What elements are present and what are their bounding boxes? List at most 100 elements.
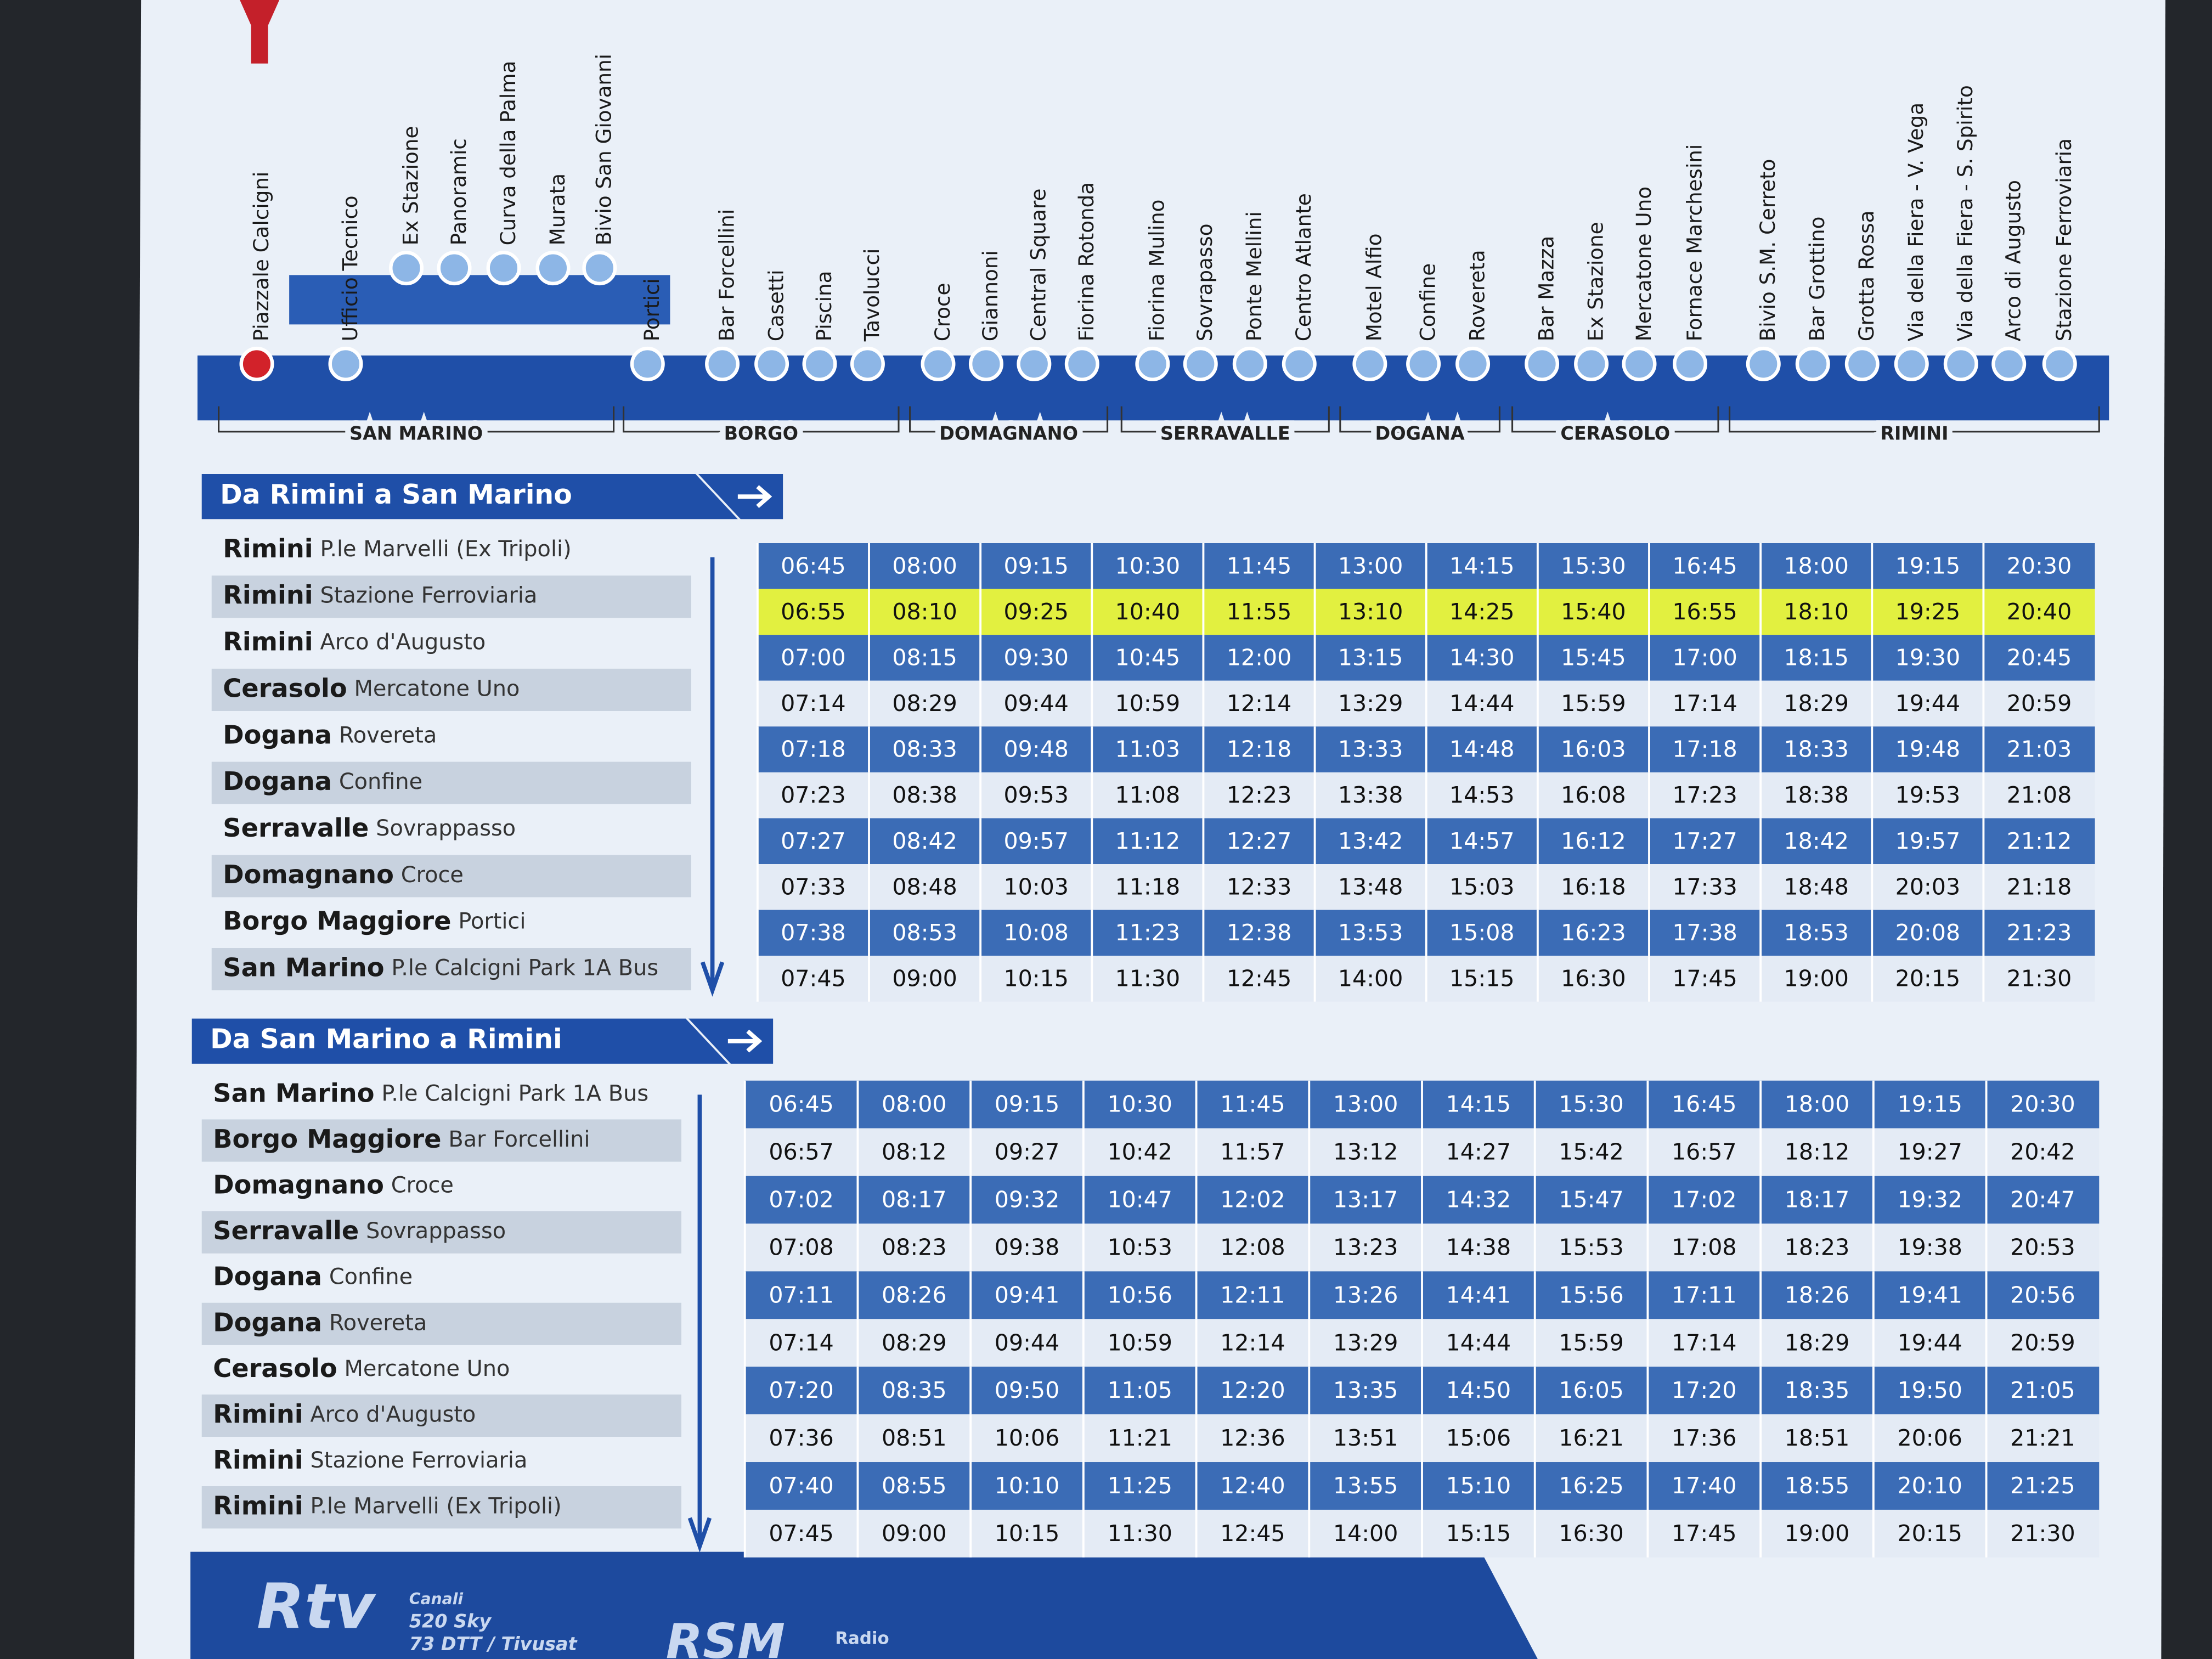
town: Dogana <box>213 1261 322 1291</box>
time: 08:48 <box>892 873 957 900</box>
time: 15:15 <box>1446 1520 1511 1547</box>
footer-radio: Radio <box>835 1629 889 1649</box>
time: 07:14 <box>781 690 846 716</box>
time: 18:33 <box>1784 736 1849 763</box>
time: 17:27 <box>1672 828 1737 854</box>
footer-channel: Canali <box>409 1590 464 1608</box>
time: 10:15 <box>1003 966 1069 992</box>
time: 15:06 <box>1446 1425 1511 1451</box>
stop-label: Bivio San Giovanni <box>592 54 616 245</box>
time: 13:29 <box>1333 1329 1398 1356</box>
stop-row-label: Rimini P.le Marvelli (Ex Tripoli) <box>213 1491 561 1520</box>
time: 20:53 <box>2010 1234 2075 1260</box>
time: 09:53 <box>1003 782 1069 808</box>
time: 06:55 <box>781 599 846 625</box>
time: 18:55 <box>1785 1472 1850 1499</box>
time: 16:23 <box>1561 919 1626 946</box>
time: 07:33 <box>781 873 846 900</box>
time: 20:30 <box>2007 552 2072 579</box>
stop-label: Ufficio Tecnico <box>338 195 362 341</box>
time: 19:00 <box>1785 1520 1850 1547</box>
stop-row-label: Rimini Arco d'Augusto <box>223 627 486 656</box>
time: 15:47 <box>1559 1187 1624 1213</box>
time: 08:00 <box>892 552 957 579</box>
time: 14:44 <box>1446 1329 1511 1356</box>
label-band <box>201 1302 681 1345</box>
time: 08:10 <box>892 599 957 625</box>
time: 20:59 <box>2007 690 2072 716</box>
time: 18:48 <box>1784 873 1849 900</box>
stop-label: Giannoni <box>978 250 1002 341</box>
time: 09:48 <box>1003 736 1069 763</box>
time: 18:38 <box>1784 782 1849 808</box>
time: 17:00 <box>1672 645 1737 671</box>
stop-label: Bar Mazza <box>1534 236 1558 342</box>
stop-dot <box>705 346 740 381</box>
stop-dot <box>2042 346 2077 381</box>
stop-label: Via della Fiera - S. Spirito <box>1953 85 1977 341</box>
time: 09:27 <box>995 1139 1060 1165</box>
time: 17:02 <box>1672 1187 1737 1213</box>
time: 11:30 <box>1115 966 1181 992</box>
time: 17:11 <box>1672 1282 1737 1308</box>
section-title: Da Rimini a San Marino <box>220 479 572 510</box>
zone-label: SERRAVALLE <box>1160 423 1290 444</box>
town: Dogana <box>223 766 332 796</box>
town: Dogana <box>223 720 332 749</box>
time: 16:55 <box>1672 599 1737 625</box>
zone-label: CERASOLO <box>1560 423 1670 444</box>
time: 10:30 <box>1115 552 1181 579</box>
stop: Mercatone Uno <box>344 1356 510 1381</box>
stop-label: Fornace Marchesini <box>1682 144 1706 342</box>
time: 18:15 <box>1784 645 1849 671</box>
time: 14:53 <box>1449 782 1515 808</box>
label-band <box>201 1486 681 1529</box>
stop-label: Mercatone Uno <box>1632 187 1656 341</box>
time: 16:05 <box>1559 1377 1624 1403</box>
town: Domagnano <box>213 1170 384 1199</box>
stop-row-label: Serravalle Sovrappasso <box>223 813 516 843</box>
time: 15:40 <box>1561 599 1626 625</box>
stop: Croce <box>401 862 464 887</box>
stop-dot <box>582 251 617 286</box>
time: 07:40 <box>769 1472 834 1499</box>
time: 12:23 <box>1227 782 1292 808</box>
time: 16:21 <box>1559 1425 1624 1451</box>
time: 09:30 <box>1003 645 1069 671</box>
stop-row-label: Borgo Maggiore Bar Forcellini <box>213 1124 590 1154</box>
time: 09:44 <box>995 1329 1060 1356</box>
section-title-bar <box>201 474 738 520</box>
stop: Stazione Ferroviaria <box>311 1448 528 1473</box>
time: 12:20 <box>1220 1377 1285 1403</box>
time: 11:45 <box>1220 1091 1285 1118</box>
time: 17:33 <box>1672 873 1737 900</box>
stop: Confine <box>329 1264 413 1289</box>
time: 18:00 <box>1784 552 1849 579</box>
label-band <box>201 1211 681 1254</box>
time: 18:29 <box>1785 1329 1850 1356</box>
time: 11:57 <box>1220 1139 1285 1165</box>
stop-label: Stazione Ferroviaria <box>2052 138 2076 341</box>
time: 08:53 <box>892 919 957 946</box>
stop-row-label: Dogana Rovereta <box>223 720 437 749</box>
time: 15:30 <box>1559 1091 1624 1118</box>
stop-dot <box>1455 346 1491 381</box>
stop-dot <box>1352 346 1387 381</box>
time: 10:30 <box>1107 1091 1172 1118</box>
time: 11:23 <box>1115 919 1181 946</box>
time: 09:44 <box>1003 690 1069 716</box>
stop-dot <box>921 346 956 381</box>
stop-dot <box>328 346 363 381</box>
time: 13:55 <box>1333 1472 1398 1499</box>
time: 15:42 <box>1559 1139 1624 1165</box>
time: 07:23 <box>781 782 846 808</box>
time: 14:44 <box>1449 690 1515 716</box>
time: 20:08 <box>1895 919 1961 946</box>
label-band <box>201 1119 681 1162</box>
stop-label: Ponte Mellini <box>1242 211 1266 341</box>
time: 10:10 <box>995 1472 1060 1499</box>
time: 18:23 <box>1785 1234 1850 1260</box>
time: 19:48 <box>1895 736 1961 763</box>
stop-label: Central Square <box>1026 189 1051 342</box>
